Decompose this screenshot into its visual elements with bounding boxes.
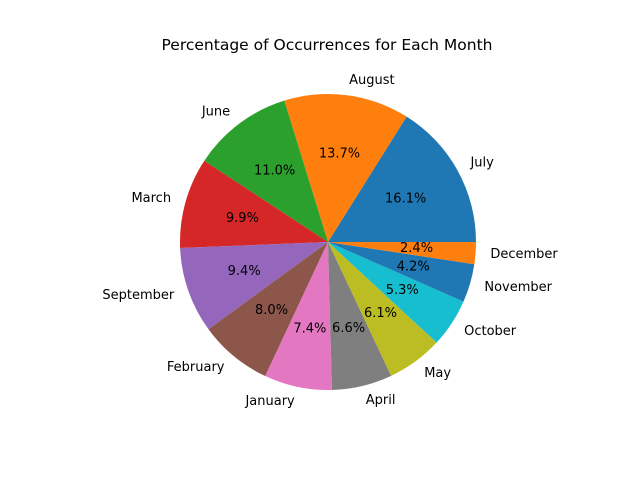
pie-category-label-june: June bbox=[201, 104, 230, 119]
pie-category-label-march: March bbox=[131, 191, 171, 206]
pie-value-label-october: 5.3% bbox=[386, 283, 419, 298]
pie-slice-january bbox=[265, 242, 332, 391]
pie-category-label-april: April bbox=[366, 393, 396, 408]
pie-value-label-march: 9.9% bbox=[226, 211, 259, 226]
pie-value-label-december: 2.4% bbox=[400, 241, 433, 256]
pie-category-label-july: July bbox=[469, 156, 494, 171]
pie-value-label-november: 4.2% bbox=[397, 259, 430, 274]
pie-category-label-september: September bbox=[102, 288, 175, 303]
pie-category-label-january: January bbox=[244, 394, 295, 409]
pie-slice-may bbox=[328, 242, 437, 376]
pie-slice-august bbox=[284, 94, 407, 243]
pie-slice-september bbox=[180, 242, 328, 330]
pie-value-label-september: 9.4% bbox=[228, 264, 261, 279]
pie-value-label-february: 8.0% bbox=[255, 303, 288, 318]
pie-value-label-april: 6.6% bbox=[332, 321, 365, 336]
pie-slice-june bbox=[204, 100, 328, 242]
pie-category-label-august: August bbox=[349, 73, 395, 88]
pie-slices bbox=[179, 94, 476, 391]
pie-value-label-august: 13.7% bbox=[319, 146, 360, 161]
pie-slice-october bbox=[328, 242, 464, 343]
pie-slice-december bbox=[328, 242, 476, 265]
pie-value-label-june: 11.0% bbox=[254, 164, 295, 179]
pie-category-label-december: December bbox=[490, 247, 558, 262]
pie-value-label-july: 16.1% bbox=[385, 192, 426, 207]
pie-slice-july bbox=[328, 116, 476, 242]
chart-title: Percentage of Occurrences for Each Month bbox=[162, 36, 493, 54]
pie-slice-april bbox=[328, 242, 392, 390]
pie-category-label-february: February bbox=[167, 360, 225, 375]
pie-slice-february bbox=[208, 242, 328, 377]
pie-category-label-november: November bbox=[484, 280, 552, 295]
pie-category-labels: July August June March September February Janu… bbox=[102, 73, 558, 409]
pie-category-label-may: May bbox=[424, 366, 451, 381]
pie-category-label-october: October bbox=[464, 324, 517, 339]
pie-percentage-labels: 16.1% 13.7% 11.0% 9.9% 9.4% 8.0% 7.4% 6.6%6.1% 5… bbox=[226, 146, 433, 336]
pie-value-label-january: 7.4% bbox=[293, 321, 326, 336]
pie-slice-march bbox=[179, 160, 328, 249]
pie-slice-november bbox=[328, 242, 475, 302]
pie-value-label-may: 6.1% bbox=[364, 306, 397, 321]
